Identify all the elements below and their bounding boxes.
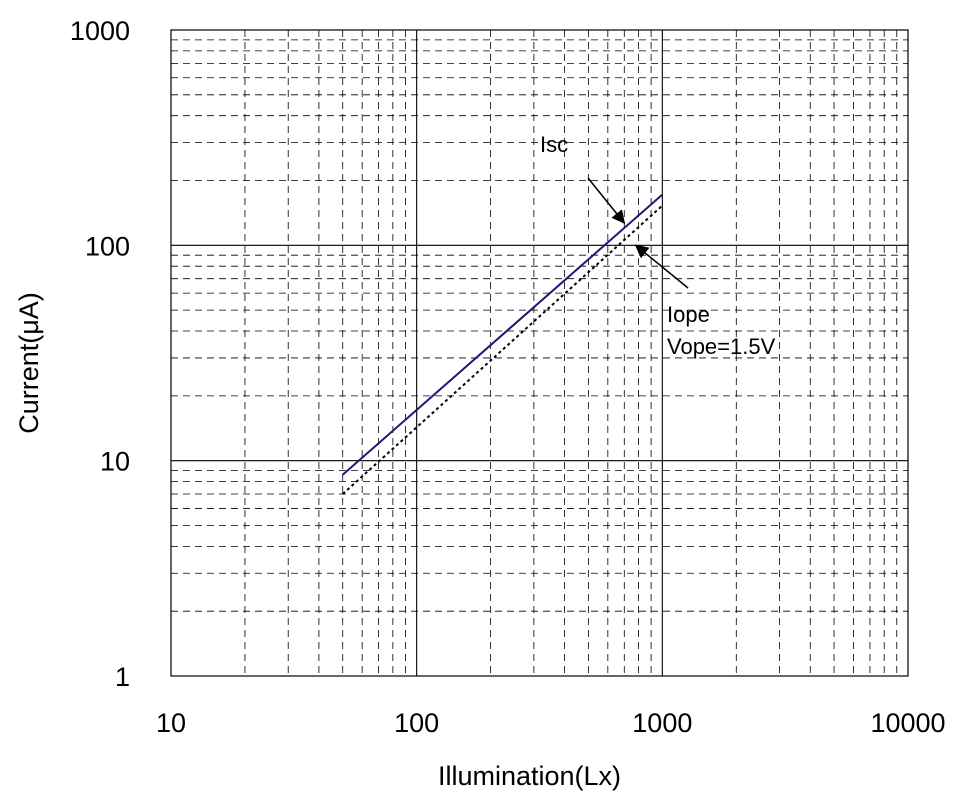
y-tick-label: 10	[100, 447, 130, 477]
plot-frame	[170, 29, 909, 677]
x-tick-label: 10000	[870, 708, 945, 738]
series-layer	[342, 193, 663, 495]
series-line-isc	[342, 193, 663, 476]
annotation-layer: Isc Iope Vope=1.5V	[540, 132, 776, 359]
y-tick-labels: 1 10 100 1000	[70, 16, 130, 692]
x-tick-label: 1000	[632, 708, 692, 738]
grid-minor	[171, 30, 908, 676]
annotation-text-1: Iope Vope=1.5V	[667, 302, 776, 359]
x-axis-label: Illumination(Lx)	[438, 761, 621, 791]
x-tick-labels: 10 100 1000 10000	[156, 708, 946, 738]
y-tick-label: 1000	[70, 16, 130, 46]
annotation-arrow-0	[587, 177, 626, 225]
x-tick-label: 100	[394, 708, 439, 738]
annotation-arrow-1	[634, 244, 689, 289]
series-line-iope	[342, 204, 663, 495]
annotation-text-0: Isc	[540, 132, 568, 157]
x-tick-label: 10	[156, 708, 186, 738]
y-tick-label: 1	[115, 662, 130, 692]
y-axis-label: Current(μA)	[14, 292, 44, 434]
grid-major	[171, 30, 908, 676]
y-tick-label: 100	[85, 231, 130, 261]
